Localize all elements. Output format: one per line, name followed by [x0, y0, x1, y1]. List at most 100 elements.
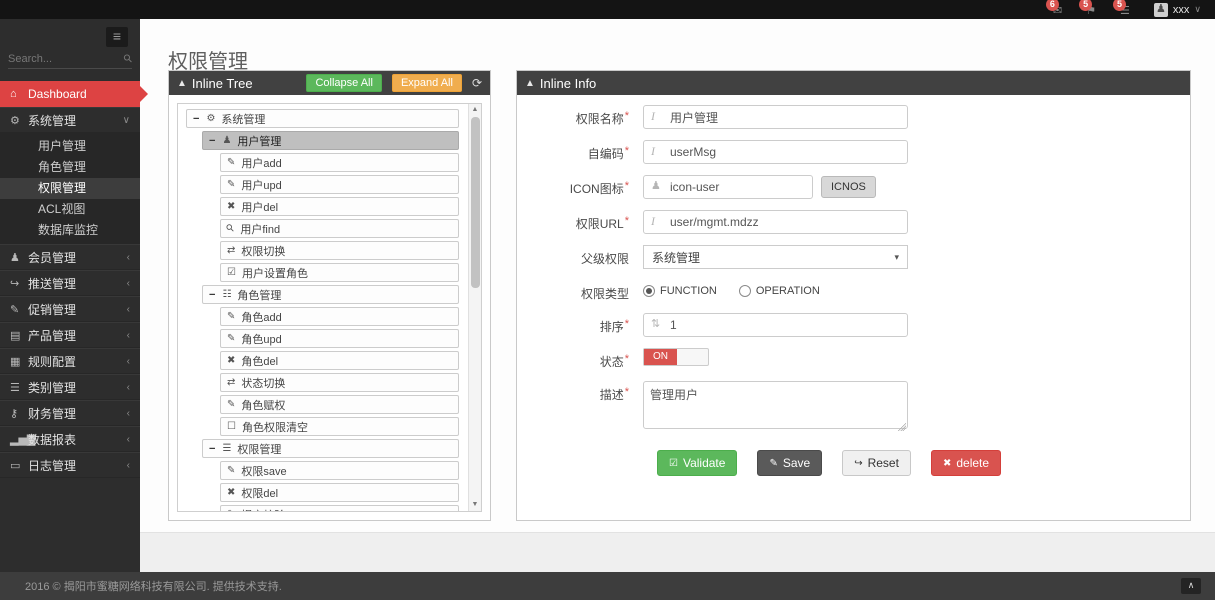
- inline-tree-panel: ▲ Inline Tree Collapse All Expand All ⟳ …: [168, 70, 491, 521]
- permission-name-input[interactable]: [643, 105, 908, 129]
- reply-icon: ↪: [854, 457, 863, 469]
- collapse-toggle-icon[interactable]: −: [209, 134, 216, 147]
- tree-node-用户find[interactable]: ⚲ 用户find: [220, 219, 459, 238]
- sidebar-item-数据报表[interactable]: ▂▅▇ 数据报表 ‹: [0, 426, 140, 452]
- icnos-button[interactable]: ICNOS: [821, 176, 876, 198]
- tree-node-label: 角色del: [241, 355, 279, 368]
- parent-permission-select[interactable]: 系统管理 ▾: [643, 245, 908, 269]
- sidebar-item-产品管理[interactable]: ▤ 产品管理 ‹: [0, 322, 140, 348]
- footer: 2016 © 揭阳市蜜糖网络科技有限公司. 提供技术支持. ∧: [0, 572, 1215, 600]
- submenu-item-数据库监控[interactable]: 数据库监控: [38, 223, 99, 237]
- delete-button[interactable]: ✖ delete: [930, 450, 1002, 476]
- required-asterisk: *: [624, 353, 629, 365]
- icon-input[interactable]: [643, 175, 813, 199]
- sidebar-item-系统管理[interactable]: ⚙ 系统管理 ∨: [0, 107, 140, 133]
- sort-input[interactable]: [643, 313, 908, 337]
- tree-node-用户设置角色[interactable]: ☑ 用户设置角色: [220, 263, 459, 282]
- collapse-toggle-icon[interactable]: −: [193, 112, 200, 125]
- scroll-up-icon[interactable]: ▲: [471, 106, 479, 113]
- sidebar-item-会员管理[interactable]: ♟ 会员管理 ‹: [0, 244, 140, 270]
- tree-node-系统管理[interactable]: − ⚙ 系统管理: [186, 109, 459, 128]
- sidebar-item-规则配置[interactable]: ▦ 规则配置 ‹: [0, 348, 140, 374]
- description-textarea[interactable]: 管理用户: [643, 381, 908, 429]
- tree-node-用户upd[interactable]: ✎ 用户upd: [220, 175, 459, 194]
- footer-text: 2016 © 揭阳市蜜糖网络科技有限公司. 提供技术支持.: [25, 581, 282, 593]
- sidebar-item-财务管理[interactable]: ⚷ 财务管理 ‹: [0, 400, 140, 426]
- tree-node-用户管理[interactable]: − ♟ 用户管理: [202, 131, 459, 150]
- edit-icon: ✎: [227, 333, 236, 344]
- tree-node-用户add[interactable]: ✎ 用户add: [220, 153, 459, 172]
- tree-node-label: 权限切换: [241, 245, 286, 258]
- status-toggle[interactable]: ON: [643, 348, 709, 366]
- tree-node-label: 权限管理: [237, 443, 282, 456]
- chevron-down-icon: ∨: [1194, 4, 1201, 14]
- user-menu[interactable]: ♟ xxx ∨: [1153, 2, 1201, 17]
- submenu-item-权限管理[interactable]: 权限管理: [0, 178, 140, 199]
- validate-button[interactable]: ☑ Validate: [657, 450, 738, 476]
- notification-button[interactable]: ☰ 5: [1113, 0, 1130, 19]
- chevron-left-icon: ‹: [126, 407, 130, 419]
- tree-node-角色赋权[interactable]: ✎ 角色赋权: [220, 395, 459, 414]
- tree-node-角色del[interactable]: ✖ 角色del: [220, 351, 459, 370]
- tree-node-label: 角色add: [241, 311, 282, 324]
- tree-node-角色管理[interactable]: − ☷ 角色管理: [202, 285, 459, 304]
- close-icon: ✖: [227, 355, 236, 366]
- sidebar-item-label: 会员管理: [28, 250, 77, 265]
- refresh-icon[interactable]: ⟳: [471, 76, 482, 90]
- submenu-item-角色管理[interactable]: 角色管理: [38, 160, 87, 174]
- parent-label: 父级权限: [580, 252, 629, 266]
- expand-all-button[interactable]: Expand All: [391, 74, 462, 92]
- sidebar-item-促销管理[interactable]: ✎ 促销管理 ‹: [0, 296, 140, 322]
- book-icon: ▤: [10, 329, 21, 342]
- tree-node-用户del[interactable]: ✖ 用户del: [220, 197, 459, 216]
- tree-node-角色upd[interactable]: ✎ 角色upd: [220, 329, 459, 348]
- scrollbar-thumb[interactable]: [471, 117, 480, 288]
- tree-node-权限save[interactable]: ✎ 权限save: [220, 461, 459, 480]
- sidebar-item-Dashboard[interactable]: ⌂ Dashboard: [0, 81, 148, 107]
- submenu-item-ACL视图[interactable]: ACL视图: [38, 202, 86, 216]
- italic-icon: I: [651, 214, 655, 228]
- back-to-top-button[interactable]: ∧: [1181, 578, 1201, 594]
- url-input[interactable]: [643, 210, 908, 234]
- tree-scrollbar[interactable]: ▲ ▼: [468, 104, 481, 511]
- inline-tree-title: Inline Tree: [191, 75, 253, 91]
- submenu-item-用户管理[interactable]: 用户管理: [38, 139, 87, 153]
- chevron-left-icon: ‹: [126, 329, 130, 341]
- topbar-notifications: ✉ 6 ⚑ 5 ☰ 5: [1045, 0, 1154, 19]
- notification-button[interactable]: ✉ 6: [1045, 0, 1062, 19]
- tree-node-角色add[interactable]: ✎ 角色add: [220, 307, 459, 326]
- required-asterisk: *: [624, 145, 629, 157]
- collapse-toggle-icon[interactable]: −: [209, 442, 216, 455]
- tree-node-权限管理[interactable]: − ☰ 权限管理: [202, 439, 459, 458]
- inline-tree-header: ▲ Inline Tree Collapse All Expand All ⟳: [169, 71, 490, 95]
- collapse-all-button[interactable]: Collapse All: [306, 74, 382, 92]
- save-button[interactable]: ✎ Save: [757, 450, 823, 476]
- search-input[interactable]: [8, 52, 124, 65]
- tree-rows: − ⚙ 系统管理 − ♟ 用户管理 ✎ 用户add ✎ 用户upd ✖ 用户del ⚲ 用户find ⇄ 权限…: [178, 109, 481, 511]
- tree-node-权限切换[interactable]: ⇄ 权限切换: [220, 241, 459, 260]
- edit-icon: ✎: [227, 179, 236, 190]
- sidebar-toggle-button[interactable]: ≡: [106, 27, 128, 47]
- tree-node-角色权限清空[interactable]: ☐ 角色权限清空: [220, 417, 459, 436]
- reset-button[interactable]: ↪ Reset: [842, 450, 911, 476]
- tree-node-label: 用户管理: [237, 135, 282, 148]
- sidebar-item-类别管理[interactable]: ☰ 类别管理 ‹: [0, 374, 140, 400]
- inline-info-title: Inline Info: [539, 75, 597, 91]
- radio-function[interactable]: FUNCTION: [643, 285, 717, 297]
- form-row-icon: ICON图标* ♟ ICNOS: [525, 175, 1190, 199]
- scroll-down-icon[interactable]: ▼: [471, 501, 479, 508]
- form-row-description: 描述* 管理用户: [525, 381, 1190, 434]
- tree-node-状态切换[interactable]: ⇄ 状态切换: [220, 373, 459, 392]
- sidebar-item-推送管理[interactable]: ↪ 推送管理 ‹: [0, 270, 140, 296]
- radio-operation[interactable]: OPERATION: [738, 285, 820, 297]
- chart-icon: ▂▅▇: [10, 433, 36, 446]
- tree-node-权限del[interactable]: ✖ 权限del: [220, 483, 459, 502]
- chevron-left-icon: ‹: [126, 459, 130, 471]
- code-label: 自编码*: [587, 145, 629, 161]
- code-input[interactable]: [643, 140, 908, 164]
- sidebar-item-日志管理[interactable]: ▭ 日志管理 ‹: [0, 452, 140, 478]
- notification-button[interactable]: ⚑ 5: [1079, 0, 1096, 19]
- collapse-toggle-icon[interactable]: −: [209, 288, 216, 301]
- tree-node-提交校验[interactable]: ✎ 提交校验: [220, 505, 459, 511]
